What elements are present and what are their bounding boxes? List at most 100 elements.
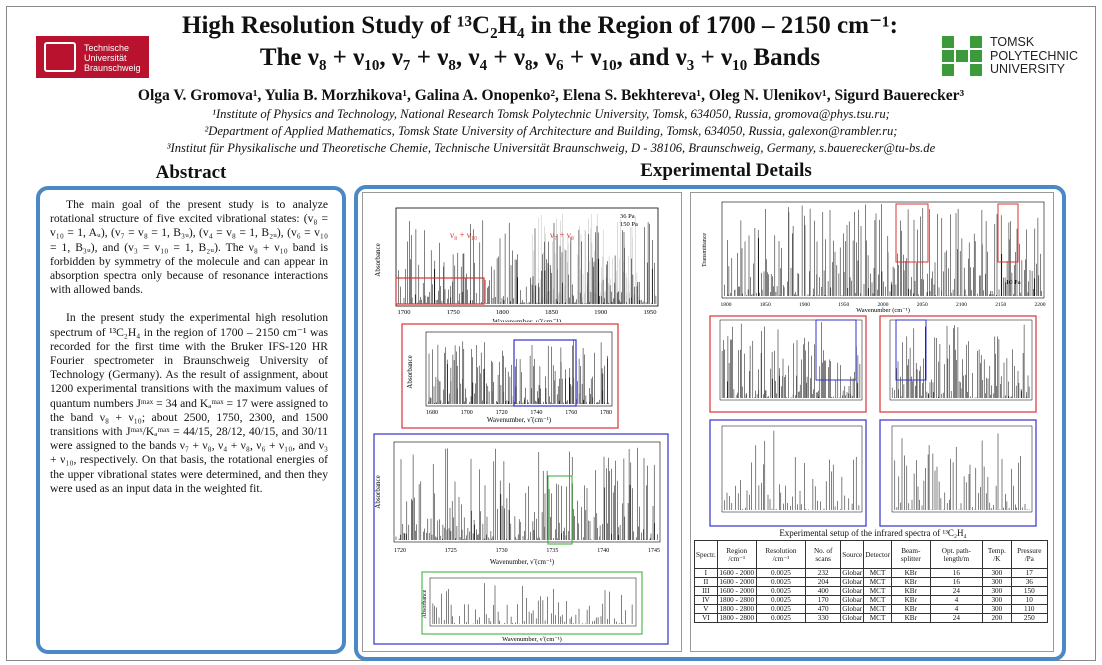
table-cell: VI bbox=[694, 613, 718, 623]
table-cell: KBr bbox=[890, 586, 931, 596]
logo-left-line-3: Braunschweig bbox=[84, 63, 141, 73]
setup-caption: Experimental setup of the infrared spect… bbox=[779, 528, 967, 538]
table-cell: 470 bbox=[805, 604, 842, 614]
table-header-cell: Detector bbox=[863, 540, 892, 569]
table-header-cell: Region /cm⁻¹ bbox=[716, 540, 757, 569]
table-header-cell: Beam-splitter bbox=[890, 540, 931, 569]
authors: Olga V. Gromova¹, Yulia B. Morzhikova¹, … bbox=[137, 87, 965, 104]
affiliation-1: ¹Institute of Physics and Technology, Na… bbox=[212, 107, 890, 121]
table-cell: 16 bbox=[929, 568, 984, 578]
x-tick-label: 1740 bbox=[530, 410, 542, 416]
abstract-title: Abstract bbox=[155, 162, 227, 183]
x-tick-label: 1780 bbox=[600, 410, 612, 416]
table-cell: 1600 - 2000 bbox=[716, 586, 757, 596]
x-tick-label: 1900 bbox=[799, 302, 810, 308]
table-cell: MCT bbox=[863, 613, 892, 623]
table-header-cell: No. of scans bbox=[805, 540, 842, 569]
table-row: VI 1800 - 2800 0.0025 330 Globar MCT KBr 24 200 2… bbox=[694, 613, 1049, 623]
table-cell: Globar bbox=[840, 613, 865, 623]
right-xlabel: Wavenumber (cm⁻¹) bbox=[856, 307, 910, 314]
table-cell: 204 bbox=[805, 577, 842, 587]
abstract-text: The main goal of the present study is to… bbox=[50, 198, 328, 510]
transmittance-zoom-left bbox=[706, 314, 870, 414]
experimental-setup-table: Spectr. Region /cm⁻¹ Resolution /cm⁻¹ No. o… bbox=[694, 540, 1049, 623]
affiliation-2: ²Department of Applied Mathematics, Toms… bbox=[204, 124, 898, 138]
right-ylabel: Transmittance bbox=[702, 233, 708, 267]
table-cell: 330 bbox=[805, 613, 842, 623]
overview-spectrum-plot: ν₈ + ν₁₀ ν₇ + ν₈ 36 Pa 150 Pa Wavenumber… bbox=[370, 200, 670, 326]
transmittance-overview-plot: 10 Pa Wavenumber (cm⁻¹) Transmittance 18… bbox=[696, 196, 1050, 314]
table-header-cell: Spectr. bbox=[694, 540, 718, 569]
x-tick-label: 2150 bbox=[995, 302, 1006, 308]
table-cell: 0.0025 bbox=[755, 613, 807, 623]
abstract-panel bbox=[36, 186, 346, 654]
table-cell: 16 bbox=[929, 577, 984, 587]
x-tick-label: 1725 bbox=[445, 548, 457, 554]
x-tick-label: 1750 bbox=[447, 309, 460, 316]
table-cell: 300 bbox=[982, 586, 1012, 596]
table-cell: 232 bbox=[805, 568, 842, 578]
tu-braunschweig-logo: Technische Universität Braunschweig bbox=[36, 36, 149, 78]
logo-left-line-1: Technische bbox=[84, 43, 130, 53]
table-cell: 24 bbox=[929, 586, 984, 596]
table-cell: KBr bbox=[890, 604, 931, 614]
table-cell: 170 bbox=[805, 595, 842, 605]
table-cell: 1600 - 2000 bbox=[716, 568, 757, 578]
x-tick-label: 1720 bbox=[394, 548, 406, 554]
x-tick-label: 1850 bbox=[760, 302, 771, 308]
table-cell: 1800 - 2800 bbox=[716, 595, 757, 605]
table-cell: 300 bbox=[982, 577, 1012, 587]
table-cell: 300 bbox=[982, 568, 1012, 578]
zoom1-spectrum-lines bbox=[428, 339, 611, 404]
table-cell: 110 bbox=[1010, 604, 1049, 614]
logo-left-line-2: Universität bbox=[84, 53, 127, 63]
table-cell: 1800 - 2800 bbox=[716, 613, 757, 623]
zoom2-spectrum-plot: Wavenumber, ν̃ (cm⁻¹) Absorbance 1720 172… bbox=[372, 432, 672, 647]
table-cell: 10 bbox=[1010, 595, 1049, 605]
table-cell: MCT bbox=[863, 604, 892, 614]
table-row: IV 1800 - 2800 0.0025 170 Globar MCT KBr 4 300 10 bbox=[694, 595, 1049, 605]
table-cell: 4 bbox=[929, 604, 984, 614]
plot1-ylabel: Absorbance bbox=[374, 243, 382, 276]
x-tick-label: 2200 bbox=[1035, 302, 1046, 308]
table-cell: Globar bbox=[840, 577, 865, 587]
experimental-title: Experimental Details bbox=[640, 160, 812, 181]
table-cell: 24 bbox=[929, 613, 984, 623]
plot3-xlabel: Wavenumber, ν̃ (cm⁻¹) bbox=[490, 558, 555, 566]
x-tick-label: 1700 bbox=[461, 410, 473, 416]
x-tick-label: 1700 bbox=[398, 309, 411, 316]
table-cell: Globar bbox=[840, 568, 865, 578]
x-tick-label: 1735 bbox=[546, 548, 558, 554]
x-tick-label: 1950 bbox=[644, 309, 657, 316]
table-cell: 0.0025 bbox=[755, 604, 807, 614]
table-cell: KBr bbox=[890, 577, 931, 587]
table-row: III 1600 - 2000 0.0025 400 Globar MCT KBr 24 300… bbox=[694, 586, 1049, 596]
table-cell: 0.0025 bbox=[755, 595, 807, 605]
band-label-2: ν₇ + ν₈ bbox=[550, 230, 574, 240]
poster-header: Technische Universität Braunschweig High… bbox=[0, 0, 1102, 165]
affiliation-3: ³Institut für Physikalische und Theoreti… bbox=[166, 141, 936, 155]
x-tick-label: 1800 bbox=[496, 309, 509, 316]
table-row: V 1800 - 2800 0.0025 470 Globar MCT KBr 4 300 110 bbox=[694, 604, 1049, 614]
table-cell: 17 bbox=[1010, 568, 1049, 578]
table-cell: 0.0025 bbox=[755, 568, 807, 578]
table-cell: 1800 - 2800 bbox=[716, 604, 757, 614]
table-cell: IV bbox=[694, 595, 718, 605]
table-cell: 1600 - 2000 bbox=[716, 577, 757, 587]
poster-title-line-1: High Resolution Study of ¹³C₂H₄ in the R… bbox=[182, 12, 898, 39]
plot1-xlabel: Wavenumber, ν̃ (cm⁻¹) bbox=[493, 317, 562, 326]
tpu-grid-icon bbox=[942, 36, 982, 76]
x-tick-label: 1950 bbox=[838, 302, 849, 308]
transmittance-detail-right bbox=[876, 418, 1040, 528]
table-header-row: Spectr. Region /cm⁻¹ Resolution /cm⁻¹ No. o… bbox=[694, 540, 1049, 569]
table-header-cell: Source bbox=[840, 540, 865, 569]
table-cell: 0.0025 bbox=[755, 586, 807, 596]
plot2-ylabel: Absorbance bbox=[406, 355, 414, 388]
transmittance-detail-left bbox=[706, 418, 870, 528]
table-cell: 150 bbox=[1010, 586, 1049, 596]
x-tick-label: 1680 bbox=[426, 410, 438, 416]
table-cell: KBr bbox=[890, 613, 931, 623]
table-cell: II bbox=[694, 577, 718, 587]
x-tick-label: 1730 bbox=[496, 548, 508, 554]
table-header-cell: Resolution /cm⁻¹ bbox=[755, 540, 807, 569]
